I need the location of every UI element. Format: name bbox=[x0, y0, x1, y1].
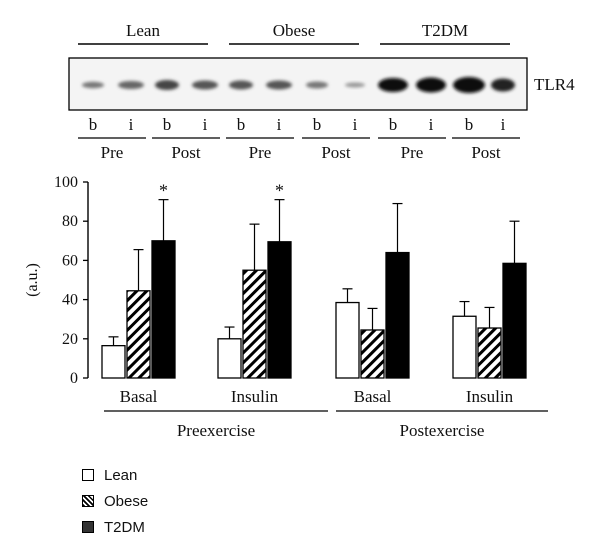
legend-swatch-lean bbox=[82, 469, 94, 481]
blot-timepoint-label-5: Pre bbox=[401, 143, 424, 162]
blot-timepoint-label-2: Post bbox=[171, 143, 201, 162]
legend: Lean Obese T2DM bbox=[82, 462, 148, 540]
y-tick-label-0: 0 bbox=[70, 370, 78, 387]
blot-band-12 bbox=[491, 78, 515, 92]
blot-band-11 bbox=[453, 77, 485, 93]
significance-marker-1: * bbox=[159, 181, 168, 201]
blot-lane-label-6: i bbox=[277, 115, 282, 134]
blot-band-8 bbox=[345, 82, 365, 88]
legend-label-t2dm: T2DM bbox=[104, 518, 145, 536]
blot-lane-label-11: b bbox=[465, 115, 474, 134]
category-label-1: Basal bbox=[120, 387, 158, 406]
blot-timepoint-label-1: Pre bbox=[101, 143, 124, 162]
group-label-postexercise: Postexercise bbox=[400, 421, 485, 440]
bar-obese-3 bbox=[360, 329, 385, 379]
blot-lane-label-10: i bbox=[429, 115, 434, 134]
blot-lane-label-7: b bbox=[313, 115, 322, 134]
blot-lane-label-12: i bbox=[501, 115, 506, 134]
blot-band-7 bbox=[306, 81, 328, 89]
legend-item-lean: Lean bbox=[82, 462, 148, 488]
y-tick-label-80: 80 bbox=[62, 213, 78, 230]
blot-band-3 bbox=[155, 80, 179, 90]
category-label-3: Basal bbox=[354, 387, 392, 406]
bar-obese-2 bbox=[242, 269, 267, 379]
y-tick-label-60: 60 bbox=[62, 252, 78, 269]
bar-t2dm-2 bbox=[267, 241, 292, 379]
blot-band-9 bbox=[378, 78, 408, 92]
blot-timepoint-label-6: Post bbox=[471, 143, 501, 162]
blot-band-6 bbox=[266, 80, 292, 90]
blot-protein-label: TLR4 bbox=[534, 75, 575, 94]
blot-band-2 bbox=[118, 81, 144, 89]
y-axis-label: (a.u.) bbox=[24, 263, 41, 297]
group-label-preexercise: Preexercise bbox=[177, 421, 255, 440]
blot-lane-label-1: b bbox=[89, 115, 98, 134]
blot-lane-label-9: b bbox=[389, 115, 398, 134]
blot-band-4 bbox=[192, 80, 218, 90]
blot-group-label-obese: Obese bbox=[273, 21, 315, 40]
blot-group-label-lean: Lean bbox=[126, 21, 160, 40]
bar-lean-2 bbox=[217, 338, 242, 379]
legend-swatch-t2dm bbox=[82, 521, 94, 533]
blot-group-label-t2dm: T2DM bbox=[422, 21, 468, 40]
legend-label-lean: Lean bbox=[104, 466, 138, 484]
blot-lane-label-3: b bbox=[163, 115, 172, 134]
blot-lane-label-2: i bbox=[129, 115, 134, 134]
y-tick-label-40: 40 bbox=[62, 292, 78, 309]
blot-lane-label-5: b bbox=[237, 115, 246, 134]
y-tick-label-20: 20 bbox=[62, 331, 78, 348]
blot-membrane bbox=[68, 57, 528, 111]
bar-t2dm-3 bbox=[385, 251, 410, 379]
significance-marker-2: * bbox=[275, 181, 284, 201]
bar-obese-1 bbox=[126, 290, 151, 379]
bar-lean-3 bbox=[335, 301, 360, 379]
y-tick-label-100: 100 bbox=[54, 174, 78, 191]
legend-swatch-obese bbox=[82, 495, 94, 507]
blot-band-5 bbox=[229, 80, 253, 90]
blot-timepoint-label-3: Pre bbox=[249, 143, 272, 162]
legend-item-obese: Obese bbox=[82, 488, 148, 514]
blot-band-10 bbox=[416, 77, 446, 93]
legend-label-obese: Obese bbox=[104, 492, 149, 510]
bar-lean-4 bbox=[452, 315, 477, 379]
legend-item-t2dm: T2DM bbox=[82, 514, 148, 540]
bar-lean-1 bbox=[101, 345, 126, 379]
category-label-4: Insulin bbox=[466, 387, 514, 406]
blot-timepoint-label-4: Post bbox=[321, 143, 351, 162]
blot-lane-label-4: i bbox=[203, 115, 208, 134]
blot-band-1 bbox=[82, 81, 104, 89]
bar-obese-4 bbox=[477, 327, 502, 379]
bar-t2dm-4 bbox=[502, 262, 527, 379]
blot-lane-label-8: i bbox=[353, 115, 358, 134]
bar-t2dm-1 bbox=[151, 240, 176, 379]
category-label-2: Insulin bbox=[231, 387, 279, 406]
